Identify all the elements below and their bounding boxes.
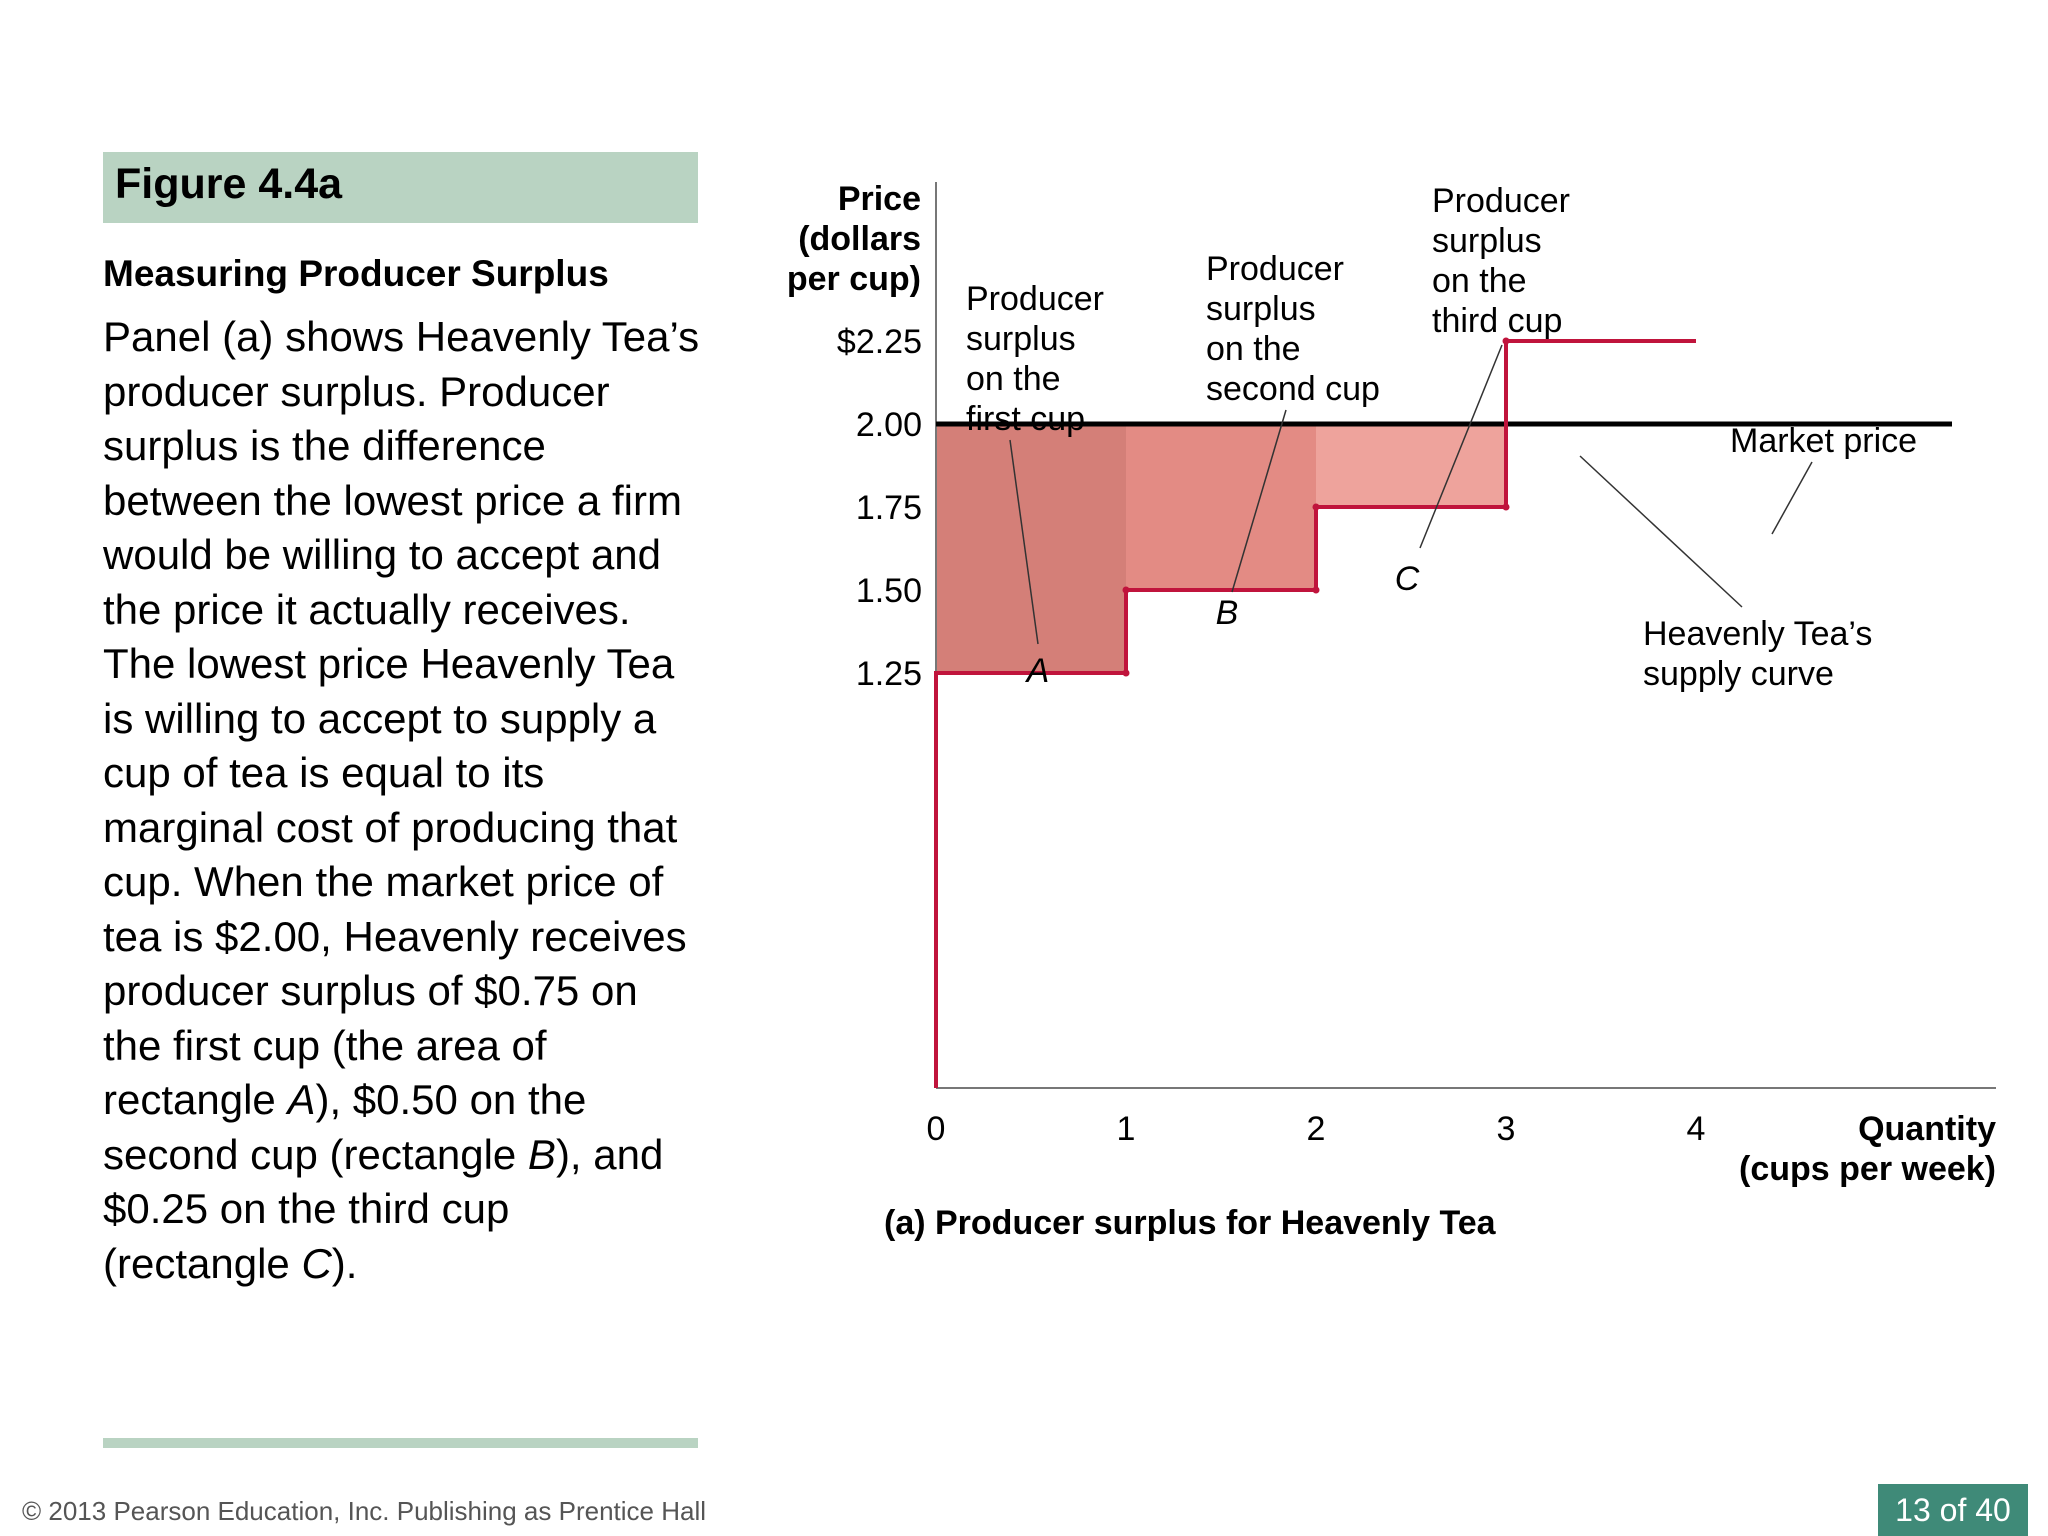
bottom-rule <box>103 1438 698 1448</box>
supply-point <box>1122 669 1130 677</box>
x-tick-label: 1 <box>1117 1110 1136 1148</box>
annotation-supply-curve: supply curve <box>1643 655 1834 693</box>
annotation-third-cup: third cup <box>1432 302 1562 340</box>
leader-line-supply-curve <box>1579 455 1743 608</box>
body-text-part: Panel (a) shows Heavenly Tea’s producer … <box>103 313 700 1123</box>
supply-point <box>1122 586 1130 594</box>
x-axis-label: Quantity <box>1858 1110 1996 1148</box>
body-text-part: ), $0.50 on the second cup (rectangle <box>103 1076 587 1178</box>
annotation-first-cup: surplus <box>966 320 1076 358</box>
annotation-third-cup: on the <box>1432 262 1527 300</box>
surplus-label-b: B <box>1216 594 1239 632</box>
surplus-label-a: A <box>1025 652 1050 690</box>
annotation-first-cup: first cup <box>966 400 1085 438</box>
x-tick-label: 3 <box>1497 1110 1516 1148</box>
annotation-second-cup: second cup <box>1206 370 1380 408</box>
y-tick-label: 1.25 <box>856 655 922 693</box>
y-axis-label: (dollars <box>798 220 921 258</box>
x-tick-label: 2 <box>1307 1110 1326 1148</box>
supply-point <box>1502 503 1510 511</box>
y-tick-label: 1.75 <box>856 489 922 527</box>
x-axis-label: (cups per week) <box>1739 1150 1996 1188</box>
leader-line-first-cup <box>1009 439 1039 645</box>
x-tick-label: 0 <box>927 1110 946 1148</box>
surplus-label-c: C <box>1395 560 1420 598</box>
annotation-second-cup: Producer <box>1206 250 1344 288</box>
body-text-part: ), and $0.25 on the third cup (rectangle <box>103 1130 664 1287</box>
surplus-area-c <box>1316 424 1506 507</box>
page-number: 13 of 40 <box>1878 1484 2028 1536</box>
annotation-market-price: Market price <box>1730 422 1917 460</box>
copyright-notice: © 2013 Pearson Education, Inc. Publishin… <box>22 1496 706 1526</box>
chart-title: (a) Producer surplus for Heavenly Tea <box>884 1204 1497 1242</box>
annotation-third-cup: surplus <box>1432 222 1542 260</box>
y-tick-label: 1.50 <box>856 572 922 610</box>
annotation-first-cup: Producer <box>966 280 1104 318</box>
body-text-part-italic: A <box>287 1076 316 1123</box>
slide-body-text: Panel (a) shows Heavenly Tea’s producer … <box>103 310 703 1291</box>
y-tick-label: 2.00 <box>856 406 922 444</box>
annotation-supply-curve: Heavenly Tea’s <box>1643 615 1872 653</box>
annotation-first-cup: on the <box>966 360 1061 398</box>
annotation-second-cup: surplus <box>1206 290 1316 328</box>
y-axis-label: per cup) <box>787 260 921 298</box>
body-text-part-italic: C <box>301 1239 332 1287</box>
supply-point <box>1502 337 1510 345</box>
leader-line-second-cup <box>1231 409 1287 593</box>
leader-line-market-price <box>1771 461 1813 535</box>
annotation-second-cup: on the <box>1206 330 1301 368</box>
surplus-area-a <box>936 424 1126 673</box>
annotation-third-cup: Producer <box>1432 182 1570 220</box>
figure-label: Figure 4.4a <box>115 160 343 208</box>
leader-line-third-cup <box>1419 344 1503 549</box>
body-text-part-italic: B <box>527 1130 556 1178</box>
slide-subtitle: Measuring Producer Surplus <box>103 253 609 294</box>
y-axis-label: Price <box>838 180 921 218</box>
figure-header: Figure 4.4a <box>103 152 698 223</box>
supply-point <box>1312 586 1320 594</box>
y-tick-label: $2.25 <box>837 323 922 361</box>
surplus-area-b <box>1126 424 1316 590</box>
x-tick-label: 4 <box>1687 1110 1706 1148</box>
body-text-part: ). <box>331 1239 358 1287</box>
supply-point <box>1312 503 1320 511</box>
